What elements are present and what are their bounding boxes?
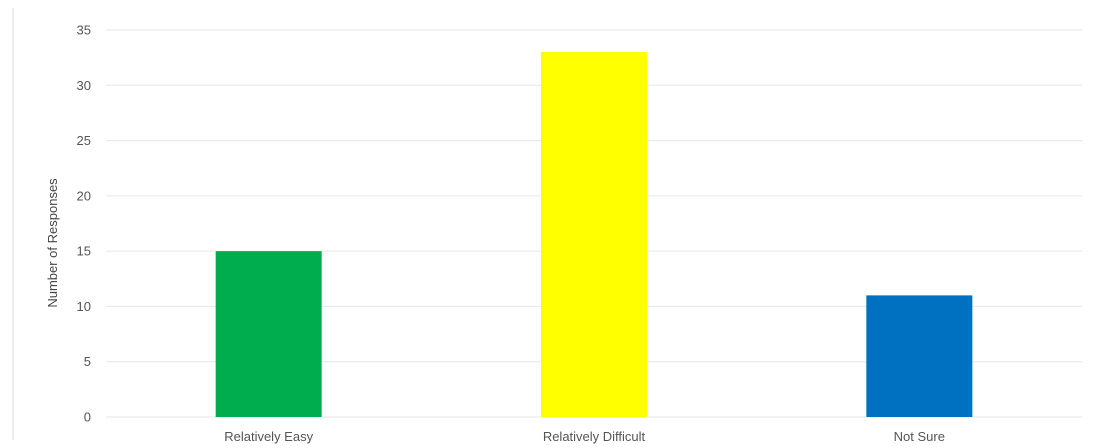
bar-not-sure: [866, 295, 973, 417]
y-tick-label: 20: [77, 188, 91, 203]
bar-relatively-easy: [215, 251, 322, 417]
y-tick-label: 10: [77, 299, 91, 314]
y-tick-label: 0: [84, 410, 91, 425]
y-axis-title: Number of Responses: [45, 178, 60, 308]
y-tick-label: 5: [84, 354, 91, 369]
y-tick-label: 30: [77, 78, 91, 93]
y-axis-ticks: 0 5 10 15 20 25 30 35: [77, 23, 91, 425]
y-tick-label: 35: [77, 23, 91, 38]
bar-relatively-difficult: [541, 52, 647, 417]
x-category-label: Not Sure: [894, 429, 945, 444]
y-tick-label: 15: [77, 244, 91, 259]
x-category-label: Relatively Difficult: [543, 429, 646, 444]
y-tick-label: 25: [77, 133, 91, 148]
x-category-label: Relatively Easy: [224, 429, 313, 444]
x-axis-categories: Relatively Easy Relatively Difficult Not S…: [224, 429, 945, 444]
bars: [215, 52, 973, 417]
